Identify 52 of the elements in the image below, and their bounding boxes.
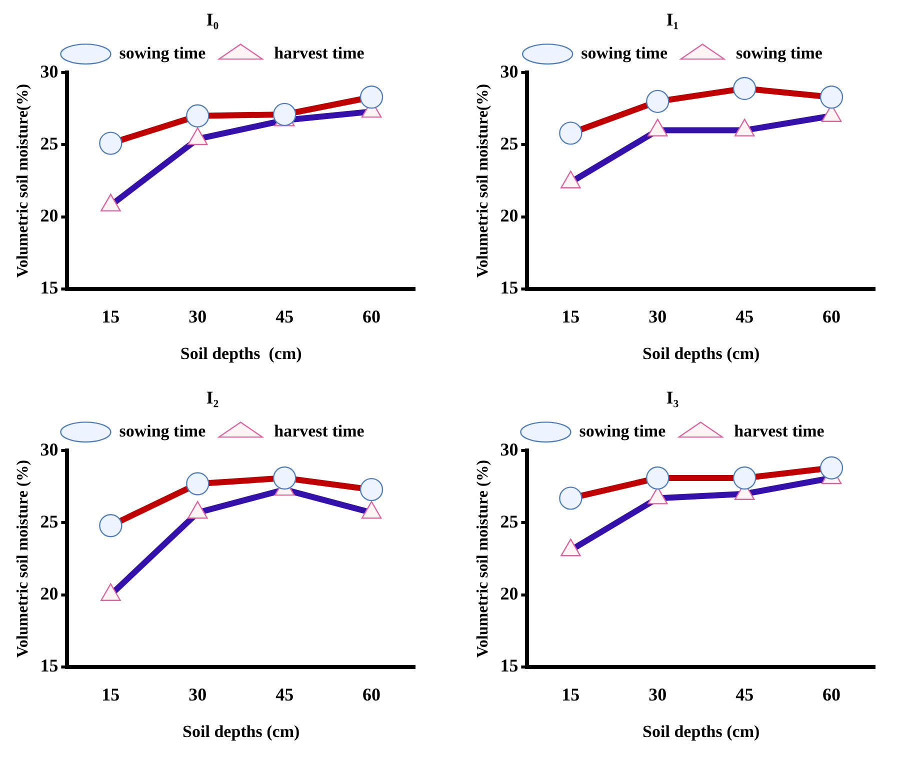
y-tick-label: 30: [40, 61, 58, 82]
chart-title: I₃: [666, 387, 680, 408]
x-tick-label: 60: [822, 306, 841, 326]
x-axis-title: Soil depths (cm): [642, 344, 760, 364]
x-tick-label: 15: [102, 684, 120, 704]
x-tick-label: 30: [648, 306, 667, 326]
legend-label: harvest time: [274, 421, 365, 440]
chart-title: I₀: [206, 9, 219, 30]
x-tick-label: 45: [276, 684, 294, 704]
chart-title: I₂: [206, 387, 219, 408]
y-tick-label: 15: [500, 278, 518, 298]
y-axis-title: Volumetric soil moisture (%): [474, 460, 492, 658]
y-tick-label: 25: [40, 133, 58, 154]
x-tick-label: 30: [648, 684, 667, 704]
legend-label: sowing time: [579, 421, 666, 440]
x-axis-title: Soil depths (cm): [180, 344, 302, 364]
legend-label: sowing time: [581, 43, 668, 62]
legend-label: sowing time: [119, 43, 206, 62]
y-axis-title: Volumetric soil moisture (%): [14, 460, 32, 658]
y-tick-label: 20: [40, 584, 58, 604]
y-tick-label: 30: [500, 439, 518, 460]
y-tick-label: 25: [500, 133, 518, 154]
y-tick-label: 20: [40, 206, 58, 226]
x-axis-title: Soil depths (cm): [182, 722, 300, 742]
chart-title: I₁: [666, 9, 679, 30]
y-tick-label: 30: [500, 61, 518, 82]
legend-label: sowing time: [736, 43, 823, 62]
y-tick-label: 25: [40, 511, 58, 532]
y-axis-title: Volumetric soil moisture(%): [474, 84, 492, 278]
x-tick-label: 30: [188, 306, 207, 326]
y-tick-label: 15: [40, 656, 58, 676]
legend-label: sowing time: [119, 421, 206, 440]
x-tick-label: 45: [736, 306, 754, 326]
x-tick-label: 15: [102, 306, 120, 326]
y-tick-label: 30: [40, 439, 58, 460]
x-tick-label: 30: [188, 684, 207, 704]
x-tick-label: 15: [562, 684, 580, 704]
y-tick-label: 20: [500, 584, 518, 604]
y-tick-label: 15: [40, 278, 58, 298]
legend-label: harvest time: [274, 43, 365, 62]
y-tick-label: 20: [500, 206, 518, 226]
legend-label: harvest time: [734, 421, 825, 440]
y-tick-label: 25: [500, 511, 518, 532]
x-tick-label: 45: [736, 684, 754, 704]
x-axis-title: Soil depths (cm): [642, 722, 760, 742]
y-tick-label: 15: [500, 656, 518, 676]
x-tick-label: 60: [362, 684, 381, 704]
x-tick-label: 45: [276, 306, 294, 326]
y-axis-title: Volumetric soil moisture(%): [14, 84, 32, 278]
x-tick-label: 60: [362, 306, 381, 326]
x-tick-label: 15: [562, 306, 580, 326]
x-tick-label: 60: [822, 684, 841, 704]
